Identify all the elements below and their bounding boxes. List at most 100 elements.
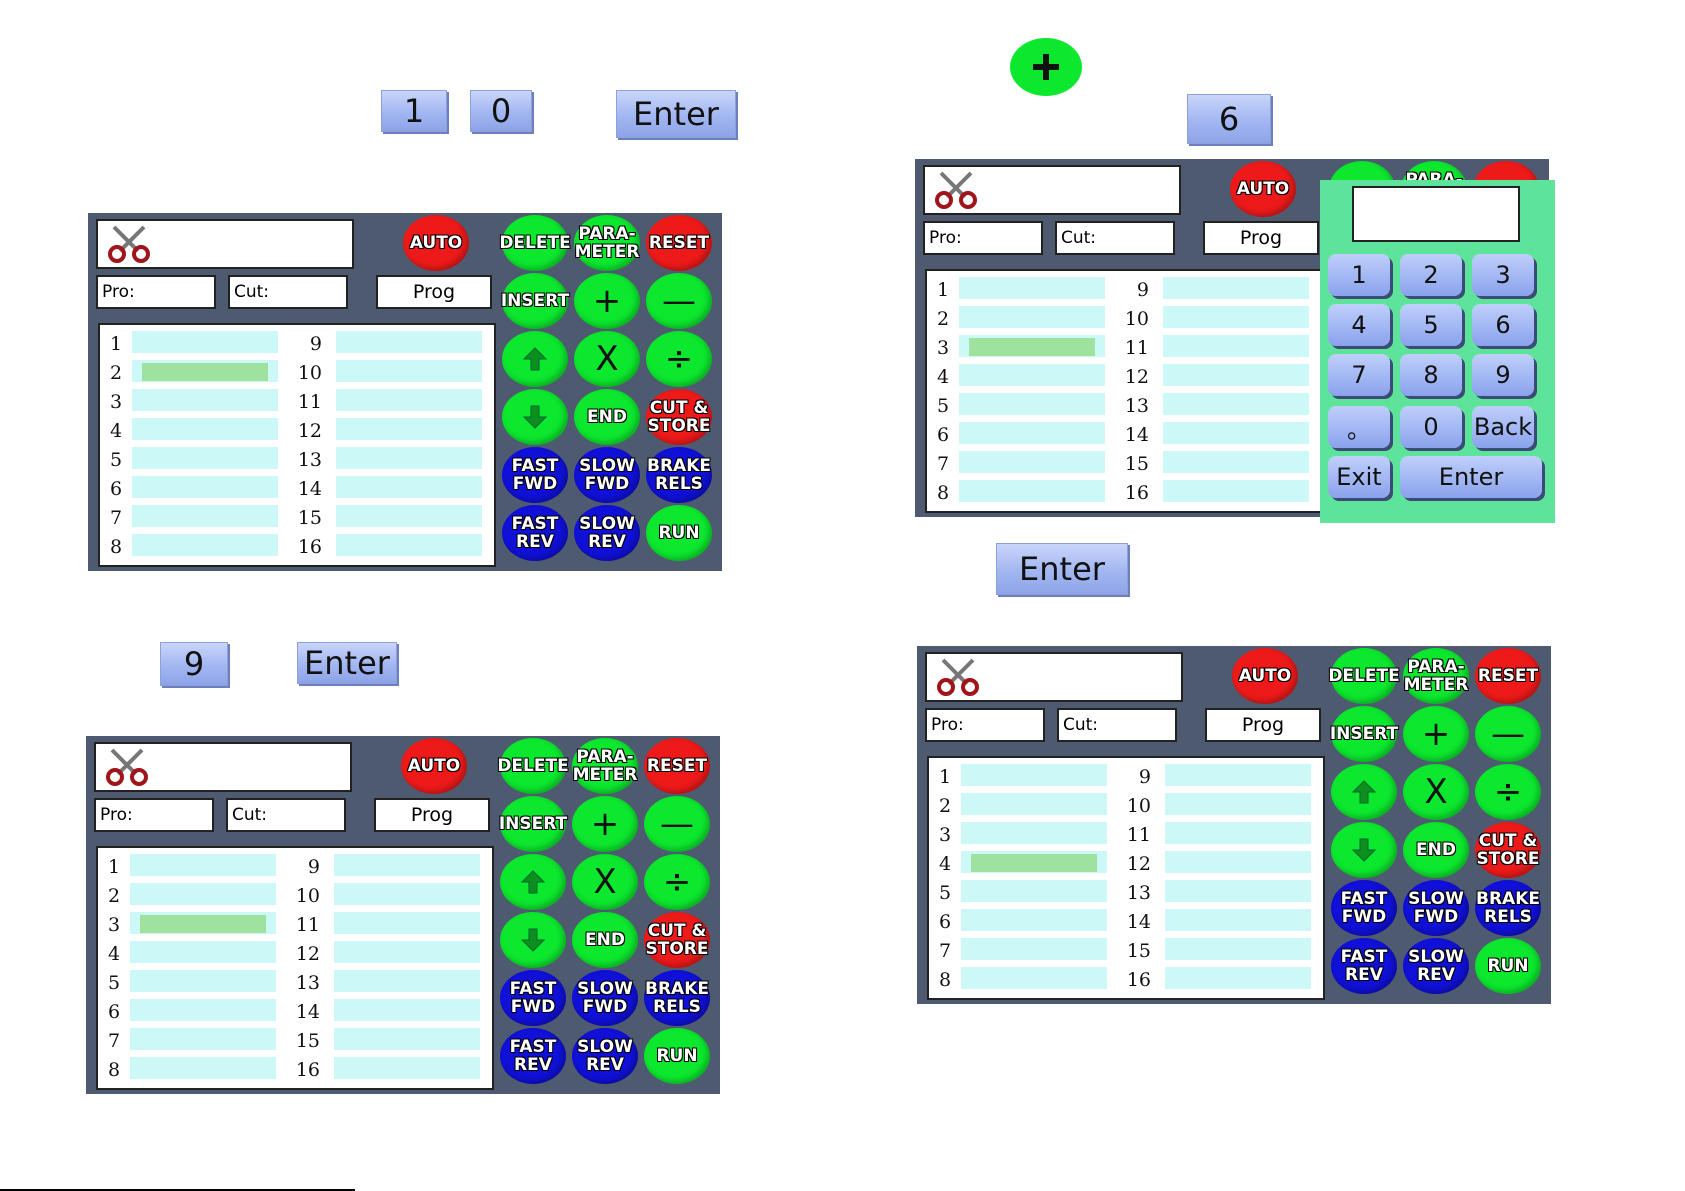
cut-field[interactable]: Cut: xyxy=(228,275,348,309)
program-cell[interactable] xyxy=(334,999,480,1021)
program-cell[interactable] xyxy=(1163,393,1309,415)
program-cell[interactable] xyxy=(334,912,480,934)
program-cell[interactable] xyxy=(961,851,1107,873)
program-cell[interactable] xyxy=(961,764,1107,786)
program-cell[interactable] xyxy=(336,389,482,411)
program-cell[interactable] xyxy=(132,534,278,556)
delete-button[interactable]: DELETE xyxy=(1328,648,1400,704)
program-cell[interactable] xyxy=(959,335,1105,357)
parameter-button[interactable]: PARA- METER xyxy=(574,215,640,271)
cut-store-button[interactable]: CUT & STORE xyxy=(1475,822,1541,878)
keypad-key[interactable]: 3 xyxy=(1472,254,1534,296)
plus-button[interactable]: + xyxy=(572,796,638,852)
program-cell[interactable] xyxy=(334,970,480,992)
program-cell[interactable] xyxy=(1165,909,1311,931)
program-cell[interactable] xyxy=(959,306,1105,328)
fast-fwd-button[interactable]: FAST FWD xyxy=(500,970,566,1026)
down-button[interactable] xyxy=(1331,822,1397,878)
program-cell[interactable] xyxy=(334,1028,480,1050)
program-cell[interactable] xyxy=(1165,967,1311,989)
program-cell[interactable] xyxy=(961,880,1107,902)
brake-rels-button[interactable]: BRAKE RELS xyxy=(646,447,712,503)
up-button[interactable] xyxy=(1331,764,1397,820)
divide-button[interactable]: ÷ xyxy=(644,854,710,910)
program-cell[interactable] xyxy=(132,331,278,353)
minus-button[interactable]: — xyxy=(1475,706,1541,762)
fast-rev-button[interactable]: FAST REV xyxy=(502,505,568,561)
program-cell[interactable] xyxy=(132,505,278,527)
fast-rev-button[interactable]: FAST REV xyxy=(500,1028,566,1084)
program-cell[interactable] xyxy=(132,360,278,382)
pro-field[interactable]: Pro: xyxy=(94,798,214,832)
program-cell[interactable] xyxy=(130,1057,276,1079)
keypad-key[interactable]: 7 xyxy=(1328,354,1390,396)
program-cell[interactable] xyxy=(336,476,482,498)
multiply-button[interactable]: X xyxy=(572,854,638,910)
program-cell[interactable] xyxy=(336,505,482,527)
divide-button[interactable]: ÷ xyxy=(646,331,712,387)
slow-rev-button[interactable]: SLOW REV xyxy=(1403,938,1469,994)
end-button[interactable]: END xyxy=(572,912,638,968)
keypad-key[interactable]: Exit xyxy=(1328,456,1390,498)
program-cell[interactable] xyxy=(1163,480,1309,502)
run-button[interactable]: RUN xyxy=(644,1028,710,1084)
insert-button[interactable]: INSERT xyxy=(1330,706,1398,762)
program-cell[interactable] xyxy=(1163,364,1309,386)
program-cell[interactable] xyxy=(130,941,276,963)
program-cell[interactable] xyxy=(334,941,480,963)
keypad-key[interactable]: 8 xyxy=(1400,354,1462,396)
slow-fwd-button[interactable]: SLOW FWD xyxy=(574,447,640,503)
minus-button[interactable]: — xyxy=(644,796,710,852)
keypad-key[interactable]: 5 xyxy=(1400,304,1462,346)
program-cell[interactable] xyxy=(334,1057,480,1079)
program-cell[interactable] xyxy=(1163,277,1309,299)
delete-button[interactable]: DELETE xyxy=(497,738,569,794)
program-cell[interactable] xyxy=(1165,938,1311,960)
program-cell[interactable] xyxy=(130,912,276,934)
program-cell[interactable] xyxy=(1163,335,1309,357)
program-cell[interactable] xyxy=(132,418,278,440)
program-cell[interactable] xyxy=(961,793,1107,815)
program-cell[interactable] xyxy=(336,534,482,556)
prog-button[interactable]: Prog xyxy=(1203,221,1319,255)
keypad-key[interactable]: 。 xyxy=(1328,406,1390,448)
program-cell[interactable] xyxy=(959,422,1105,444)
insert-button[interactable]: INSERT xyxy=(499,796,567,852)
program-cell[interactable] xyxy=(336,418,482,440)
auto-button[interactable]: AUTO xyxy=(1232,648,1298,704)
slow-rev-button[interactable]: SLOW REV xyxy=(572,1028,638,1084)
reset-button[interactable]: RESET xyxy=(1475,648,1541,704)
parameter-button[interactable]: PARA- METER xyxy=(1403,648,1469,704)
run-button[interactable]: RUN xyxy=(1475,938,1541,994)
end-button[interactable]: END xyxy=(574,389,640,445)
program-cell[interactable] xyxy=(130,970,276,992)
fast-fwd-button[interactable]: FAST FWD xyxy=(1331,880,1397,936)
program-cell[interactable] xyxy=(1163,422,1309,444)
cut-store-button[interactable]: CUT & STORE xyxy=(646,389,712,445)
program-cell[interactable] xyxy=(130,1028,276,1050)
divide-button[interactable]: ÷ xyxy=(1475,764,1541,820)
keypad-key[interactable]: Back xyxy=(1472,406,1534,448)
program-cell[interactable] xyxy=(334,854,480,876)
reset-button[interactable]: RESET xyxy=(644,738,710,794)
pro-field[interactable]: Pro: xyxy=(923,221,1043,255)
program-cell[interactable] xyxy=(1165,793,1311,815)
run-button[interactable]: RUN xyxy=(646,505,712,561)
prog-button[interactable]: Prog xyxy=(376,275,492,309)
plus-button[interactable]: + xyxy=(574,273,640,329)
multiply-button[interactable]: X xyxy=(574,331,640,387)
keypad-key[interactable]: 9 xyxy=(1472,354,1534,396)
program-cell[interactable] xyxy=(961,909,1107,931)
program-cell[interactable] xyxy=(1165,822,1311,844)
up-button[interactable] xyxy=(502,331,568,387)
auto-button[interactable]: AUTO xyxy=(403,215,469,271)
prog-button[interactable]: Prog xyxy=(1205,708,1321,742)
keypad-key[interactable]: 1 xyxy=(1328,254,1390,296)
multiply-button[interactable]: X xyxy=(1403,764,1469,820)
down-button[interactable] xyxy=(502,389,568,445)
keypad-key[interactable]: 0 xyxy=(1400,406,1462,448)
fast-fwd-button[interactable]: FAST FWD xyxy=(502,447,568,503)
keypad-key[interactable]: 4 xyxy=(1328,304,1390,346)
down-button[interactable] xyxy=(500,912,566,968)
program-cell[interactable] xyxy=(961,822,1107,844)
